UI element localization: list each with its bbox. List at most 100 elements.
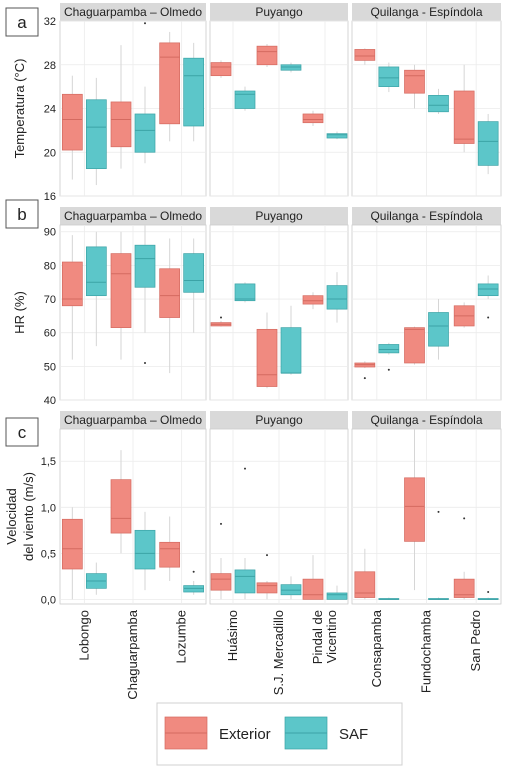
box [210,573,232,591]
facet-strip-label: Puyango [255,413,303,427]
y-tick-label: 80 [44,260,56,272]
box [256,45,278,66]
panel-tag-box [5,417,39,447]
box [453,90,475,144]
box [428,312,449,347]
outlier-point [192,570,195,573]
box [326,285,348,310]
y-tick-label: 16 [44,191,56,203]
outlier-point [144,22,146,25]
facet-strip-label: Quilanga - Espíndola [370,5,482,19]
box [378,344,400,354]
panel-tag: b [17,205,26,224]
facet-strip [210,207,348,225]
box [453,578,475,598]
y-tick-label: 1,0 [41,502,56,514]
x-tick-label: San Pedro [468,610,483,671]
outlier-point [463,517,466,520]
x-tick-label: Pindal de [310,610,325,664]
facet-strip [352,3,501,21]
box [85,99,107,170]
box [404,69,425,94]
x-tick-label: Lozumbe [174,610,189,663]
facet-strip-label: Quilanga - Espíndola [370,413,482,427]
box [159,541,181,568]
panel-tag-box [5,199,39,229]
y-tick-label: 40 [44,395,56,407]
panel-tag: c [18,423,27,442]
facet-strip [210,3,348,21]
box [477,121,499,166]
y-axis-label: Velocidad [4,488,19,544]
outlier-point [387,368,390,371]
outlier-point [244,467,246,470]
facet-strip [352,411,501,429]
box [159,268,181,318]
box [354,571,376,598]
outlier-point [266,554,268,557]
outlier-point [487,316,490,319]
box [159,42,181,125]
box [110,253,132,328]
box [302,295,324,305]
y-axis-label: del viento (m/s) [21,472,36,561]
outlier-point [220,316,222,319]
x-tick-label: S.J. Mercadillo [271,610,286,695]
facet-strip-label: Chaguarpamba – Olmedo [64,5,202,19]
box [404,327,425,364]
box [134,244,156,288]
facet-strip-label: Chaguarpamba – Olmedo [64,209,202,223]
outlier-point [363,377,366,380]
box [256,328,278,387]
facet-strip [60,207,206,225]
facet-strip-label: Chaguarpamba – Olmedo [64,413,202,427]
facet-strip-label: Puyango [255,209,303,223]
box [354,49,376,61]
panel-tag: a [17,13,27,32]
facet-strip-label: Quilanga - Espíndola [370,209,482,223]
y-tick-label: 20 [44,147,56,159]
box [326,592,348,600]
y-tick-label: 0,5 [41,548,56,560]
facet-strip [60,3,206,21]
x-tick-label: Consapamba [369,609,384,687]
x-tick-label: Fundochamba [419,609,434,693]
y-tick-label: 32 [44,16,56,28]
box [234,569,256,594]
box [110,101,132,148]
box [134,529,156,570]
facet-strip [60,411,206,429]
y-tick-label: 90 [44,227,56,239]
y-tick-label: 70 [44,294,56,306]
box [280,327,302,374]
y-axis-label: HR (%) [12,291,27,334]
box [378,66,400,87]
legend-label: SAF [339,726,368,743]
box [302,113,324,124]
box [61,261,83,307]
panel-tag-box [5,7,39,37]
box [183,57,205,127]
x-tick-label: Vicentino [324,610,339,663]
outlier-point [144,361,146,364]
box [85,246,107,297]
x-tick-label: Lobongo [76,610,91,661]
box [404,477,425,542]
x-tick-label: Huásimo [225,610,240,661]
box [234,90,256,109]
outlier-point [220,522,222,525]
box [256,582,278,594]
box [280,64,302,71]
facet-strip-label: Puyango [255,5,303,19]
y-tick-label: 1,5 [41,456,56,468]
legend-label: Exterior [219,726,271,743]
outlier-point [487,591,490,594]
box [61,93,83,151]
box [210,62,232,77]
box [110,479,132,534]
y-tick-label: 28 [44,60,56,72]
facet-strip [352,207,501,225]
outlier-point [437,510,440,513]
x-tick-label: Chaguarpamba [125,609,140,699]
